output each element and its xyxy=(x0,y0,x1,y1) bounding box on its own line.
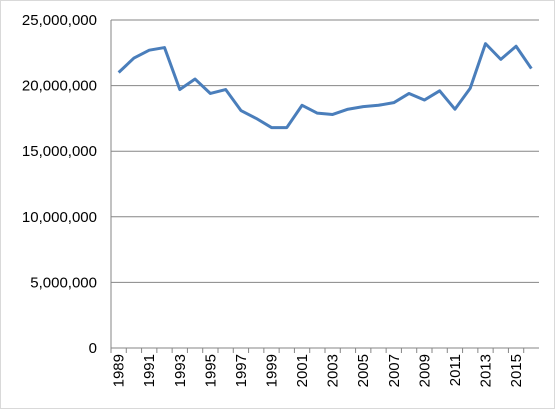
x-tick-label: 2013 xyxy=(478,354,495,387)
y-tick-label: 25,000,000 xyxy=(22,12,97,29)
y-tick-label: 20,000,000 xyxy=(22,78,97,95)
x-tick-label: 1999 xyxy=(264,354,281,387)
x-tick-label: 2005 xyxy=(355,354,372,387)
x-tick-label: 1995 xyxy=(202,354,219,387)
line xyxy=(117,42,533,130)
y-tick-label: 5,000,000 xyxy=(30,274,97,291)
x-tick-label: 2001 xyxy=(294,354,311,387)
x-tick-label: 1991 xyxy=(141,354,158,387)
y-tick-label: 10,000,000 xyxy=(22,209,97,226)
x-tick-label: 2011 xyxy=(447,354,464,386)
x-tick-label: 2015 xyxy=(508,354,525,387)
x-tick-label: 1989 xyxy=(111,354,128,387)
x-tick-label: 2009 xyxy=(416,354,433,387)
x-tick-label: 1997 xyxy=(233,354,250,387)
x-tick-label: 2003 xyxy=(325,354,342,387)
y-tick-label: 0 xyxy=(89,340,97,357)
x-tick-label: 1993 xyxy=(172,354,189,387)
y-tick-label: 15,000,000 xyxy=(22,143,97,160)
x-tick-label: 2007 xyxy=(386,354,403,387)
